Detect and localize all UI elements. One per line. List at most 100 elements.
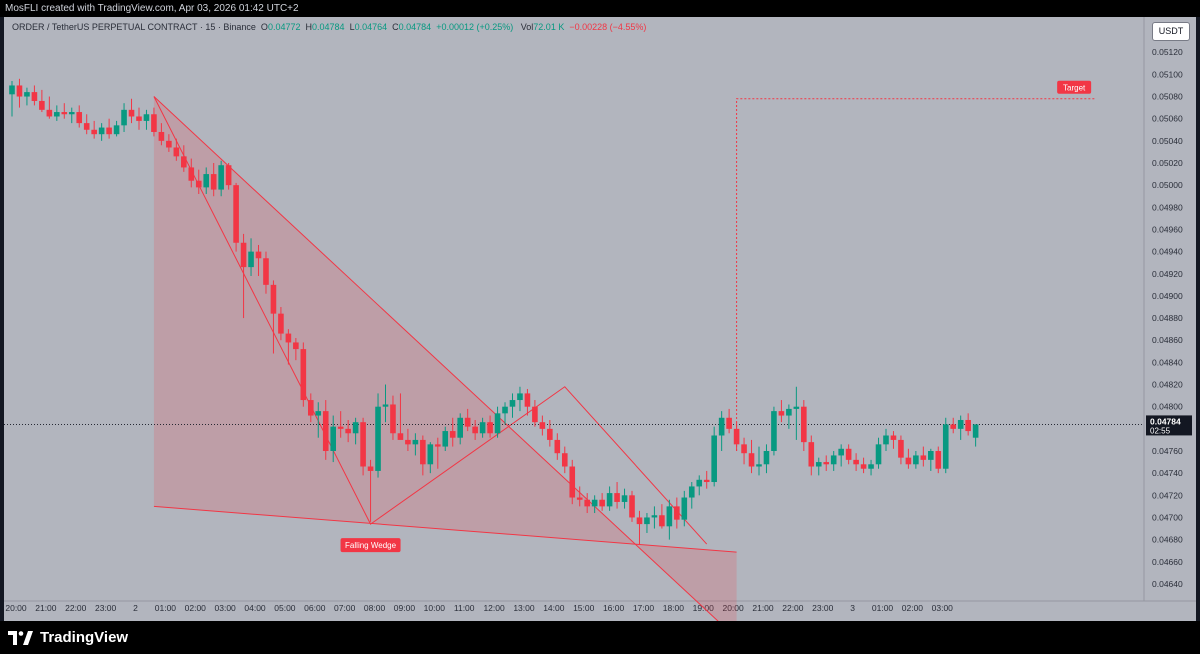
candle-body xyxy=(375,406,381,471)
wedge-zigzag-line[interactable] xyxy=(153,96,708,545)
price-tick-label: 0.04680 xyxy=(1152,535,1183,545)
symbol-name[interactable]: ORDER / TetherUS PERPETUAL CONTRACT · 15… xyxy=(12,22,256,32)
time-tick-label: 02:00 xyxy=(902,603,924,613)
price-tick-label: 0.05120 xyxy=(1152,47,1183,57)
candle-body xyxy=(54,112,60,117)
time-tick-label: 16:00 xyxy=(603,603,625,613)
candle-body xyxy=(285,333,292,343)
candle-body xyxy=(561,453,568,467)
time-tick-label: 05:00 xyxy=(274,603,296,613)
candle-body xyxy=(367,466,374,471)
candle-body xyxy=(91,129,97,135)
price-tick-label: 0.04960 xyxy=(1152,224,1183,234)
price-tick-label: 0.05080 xyxy=(1152,92,1183,102)
candle-body xyxy=(151,114,157,132)
candle-body xyxy=(517,393,523,401)
candle-body xyxy=(651,515,658,518)
candle-body xyxy=(360,422,366,467)
author-bar: MosFLI created with TradingView.com, Apr… xyxy=(0,0,1200,17)
candle-body xyxy=(24,92,30,97)
candle-body xyxy=(494,413,501,434)
low-value: 0.04764 xyxy=(354,22,388,32)
candle-body xyxy=(621,495,628,502)
candle-body xyxy=(61,112,68,115)
candle-body xyxy=(337,426,344,429)
open-value: 0.04772 xyxy=(267,22,301,32)
candle-body xyxy=(412,439,419,445)
candle-body xyxy=(188,167,195,181)
time-tick-label: 13:00 xyxy=(513,603,535,613)
candle-body xyxy=(509,400,516,407)
candle-body xyxy=(778,411,785,416)
candle-body xyxy=(965,419,971,432)
price-tick-label: 0.04720 xyxy=(1152,490,1183,500)
time-tick-label: 02:00 xyxy=(185,603,207,613)
candle-body xyxy=(860,464,867,469)
candle-body xyxy=(405,439,411,445)
price-tick-label: 0.04900 xyxy=(1152,291,1183,301)
candle-body xyxy=(173,147,180,157)
candle-body xyxy=(808,442,815,467)
candle-body xyxy=(263,258,269,285)
time-tick-label: 20:00 xyxy=(722,603,744,613)
candle-body xyxy=(479,422,486,434)
candle-body xyxy=(218,165,224,190)
price-tick-label: 0.04860 xyxy=(1152,335,1183,345)
price-chart[interactable]: 0.051400.051200.051000.050800.050600.050… xyxy=(4,17,1196,621)
candle-body xyxy=(584,499,590,507)
candle-body xyxy=(98,127,105,135)
time-tick-label: 15:00 xyxy=(573,603,595,613)
price-tick-label: 0.05020 xyxy=(1152,158,1183,168)
high-label: H xyxy=(305,22,313,32)
candle-body xyxy=(942,424,949,469)
low-label: L xyxy=(349,22,355,32)
time-tick-label: 18:00 xyxy=(663,603,685,613)
candle-body xyxy=(793,406,800,409)
wedge-lower-line[interactable] xyxy=(153,505,737,553)
time-tick-label: 22:00 xyxy=(782,603,804,613)
candle-body xyxy=(718,417,725,436)
close-value: 0.04784 xyxy=(398,22,432,32)
time-tick-label: 10:00 xyxy=(424,603,446,613)
volume-change-value: −0.00228 (−4.55%) xyxy=(569,22,647,32)
candle-body xyxy=(666,506,673,527)
tradingview-logo[interactable]: TradingView xyxy=(8,629,128,646)
candle-body xyxy=(815,462,822,467)
candle-body xyxy=(659,515,665,527)
candle-body xyxy=(31,92,38,101)
candle-body xyxy=(457,417,463,438)
candle-body xyxy=(636,517,643,525)
candle-body xyxy=(875,444,882,465)
candle-body xyxy=(39,100,45,110)
symbol-legend[interactable]: ORDER / TetherUS PERPETUAL CONTRACT · 15… xyxy=(12,22,646,32)
target-projection-line[interactable] xyxy=(736,98,1096,451)
chart-area[interactable]: 0.051400.051200.051000.050800.050600.050… xyxy=(4,17,1196,621)
candle-body xyxy=(898,439,904,458)
candle-body xyxy=(696,479,703,487)
time-tick-label: 14:00 xyxy=(543,603,565,613)
wedge-upper-line[interactable] xyxy=(153,96,737,621)
candle-body xyxy=(195,180,202,188)
price-tick-label: 0.04840 xyxy=(1152,357,1183,367)
candle-body xyxy=(278,313,284,334)
candle-body xyxy=(786,408,792,416)
open-label: O xyxy=(260,22,268,32)
falling-wedge-label: Falling Wedge xyxy=(345,541,397,550)
candle-body xyxy=(703,479,710,483)
price-tick-label: 0.04640 xyxy=(1152,579,1183,589)
currency-button[interactable]: USDT xyxy=(1152,22,1190,41)
candle-body xyxy=(681,497,688,520)
candle-body xyxy=(726,417,732,429)
price-tick-label: 0.04800 xyxy=(1152,402,1183,412)
candle-body xyxy=(397,433,404,440)
falling-wedge-label-box xyxy=(340,538,401,553)
candle-body xyxy=(352,422,359,434)
candle-body xyxy=(569,466,576,498)
candle-body xyxy=(270,284,277,314)
time-tick-label: 23:00 xyxy=(812,603,834,613)
high-value: 0.04784 xyxy=(312,22,345,32)
candle-body xyxy=(890,435,897,440)
candle-body xyxy=(382,404,389,407)
candle-body xyxy=(576,497,583,500)
time-tick-label: 2 xyxy=(133,603,138,613)
